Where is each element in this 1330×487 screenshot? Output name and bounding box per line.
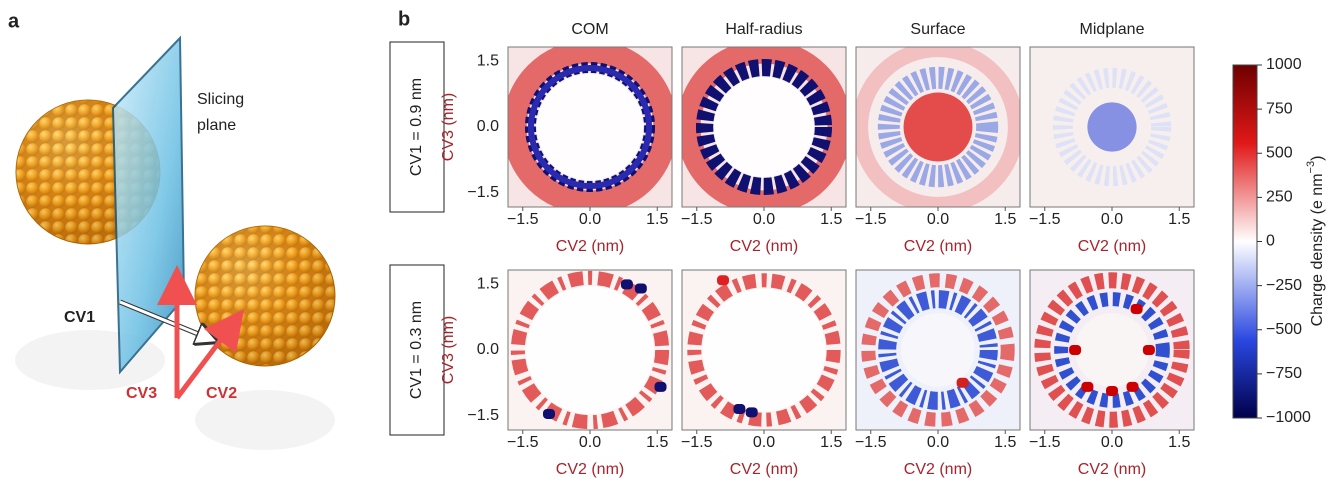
x-tick-label: 1.5 bbox=[994, 434, 1016, 451]
heatmap-spot bbox=[746, 407, 758, 417]
x-axis-label: CV2 (nm) bbox=[1078, 238, 1146, 255]
y-tick-label: 1.5 bbox=[477, 53, 499, 70]
x-axis-label: CV2 (nm) bbox=[1078, 461, 1146, 478]
x-tick-label: 0.0 bbox=[927, 211, 949, 228]
column-title: Surface bbox=[910, 21, 965, 38]
cv3-label: CV3 bbox=[126, 385, 157, 402]
colorbar-tick-label: −500 bbox=[1266, 321, 1302, 338]
x-tick-label: 1.5 bbox=[1168, 211, 1190, 228]
x-tick-label: 1.5 bbox=[820, 434, 842, 451]
y-tick-label: −1.5 bbox=[467, 407, 499, 424]
heatmap bbox=[856, 47, 1020, 207]
heatmap-spot bbox=[1106, 386, 1118, 396]
x-tick-label: 0.0 bbox=[753, 211, 775, 228]
colorbar-tick-label: 250 bbox=[1266, 189, 1293, 206]
x-tick-label: −1.5 bbox=[855, 211, 887, 228]
heatmap-spot bbox=[635, 284, 647, 294]
x-tick-label: 0.0 bbox=[753, 434, 775, 451]
colorbar-tick-label: −250 bbox=[1266, 277, 1302, 294]
plane-label: Slicing bbox=[197, 91, 244, 108]
x-tick-label: −1.5 bbox=[855, 434, 887, 451]
x-tick-label: 0.0 bbox=[579, 434, 601, 451]
heatmap-spot bbox=[543, 409, 555, 419]
x-axis-label: CV2 (nm) bbox=[730, 238, 798, 255]
x-axis-label: CV2 (nm) bbox=[904, 461, 972, 478]
x-tick-label: −1.5 bbox=[681, 434, 713, 451]
x-axis-label: CV2 (nm) bbox=[904, 238, 972, 255]
heatmap-spot bbox=[1081, 382, 1093, 392]
heatmap-core bbox=[526, 286, 654, 414]
heatmap bbox=[508, 270, 672, 430]
y-axis-label: CV3 (nm) bbox=[440, 316, 457, 384]
x-axis-label: CV2 (nm) bbox=[556, 461, 624, 478]
heatmap-spot bbox=[1143, 345, 1155, 355]
cv2-label: CV2 bbox=[206, 385, 237, 402]
x-tick-label: 1.5 bbox=[994, 211, 1016, 228]
heatmap-spot bbox=[1127, 382, 1139, 392]
heatmap bbox=[856, 270, 1020, 430]
heatmap-spot bbox=[717, 275, 729, 285]
colorbar-label: Charge density (e nm−3) bbox=[1305, 156, 1326, 327]
x-tick-label: −1.5 bbox=[1029, 434, 1061, 451]
heatmap bbox=[682, 47, 846, 207]
heatmap bbox=[1030, 270, 1194, 430]
colorbar-tick-label: 750 bbox=[1266, 100, 1293, 117]
heatmap bbox=[508, 47, 672, 207]
x-tick-label: 0.0 bbox=[927, 434, 949, 451]
colorbar bbox=[1233, 65, 1257, 418]
colorbar-tick-label: 500 bbox=[1266, 144, 1293, 161]
x-tick-label: −1.5 bbox=[507, 434, 539, 451]
heatmap-core bbox=[713, 76, 815, 178]
x-axis-label: CV2 (nm) bbox=[730, 461, 798, 478]
row-label: CV1 = 0.9 nm bbox=[408, 78, 425, 176]
y-tick-label: 0.0 bbox=[477, 118, 499, 135]
heatmap-spot bbox=[1069, 345, 1081, 355]
y-tick-label: 0.0 bbox=[477, 341, 499, 358]
y-axis-label: CV3 (nm) bbox=[440, 93, 457, 161]
column-title: Midplane bbox=[1080, 21, 1145, 38]
heatmap-core bbox=[1087, 102, 1136, 151]
heatmap-core bbox=[904, 93, 973, 162]
heatmap-core bbox=[536, 73, 644, 181]
panel-label: a bbox=[8, 10, 20, 32]
x-tick-label: −1.5 bbox=[681, 211, 713, 228]
heatmap bbox=[1030, 47, 1194, 207]
x-tick-label: 1.5 bbox=[1168, 434, 1190, 451]
figure: a Slicing plane CV1 CV3 CV2 b Charge den… bbox=[0, 0, 1330, 487]
heatmap-spot bbox=[655, 382, 667, 392]
x-axis-label: CV2 (nm) bbox=[556, 238, 624, 255]
x-tick-label: 0.0 bbox=[579, 211, 601, 228]
colorbar-tick-label: 0 bbox=[1266, 233, 1275, 250]
x-tick-label: 1.5 bbox=[646, 211, 668, 228]
cv1-label: CV1 bbox=[64, 309, 95, 326]
y-tick-label: 1.5 bbox=[477, 276, 499, 293]
panel-label: b bbox=[398, 8, 410, 30]
colorbar-tick-label: −750 bbox=[1266, 365, 1302, 382]
heatmap-spot bbox=[733, 404, 745, 414]
heatmap bbox=[682, 270, 846, 430]
colorbar-tick-label: 1000 bbox=[1266, 56, 1302, 73]
heatmap-spot bbox=[1131, 304, 1143, 314]
plane-label: plane bbox=[197, 117, 236, 134]
column-title: Half-radius bbox=[725, 21, 802, 38]
column-title: COM bbox=[571, 21, 608, 38]
heatmap-spot bbox=[621, 279, 633, 289]
heatmap-core bbox=[1075, 313, 1149, 387]
row-label: CV1 = 0.3 nm bbox=[408, 301, 425, 399]
x-tick-label: −1.5 bbox=[507, 211, 539, 228]
heatmap-core bbox=[901, 313, 975, 387]
y-tick-label: −1.5 bbox=[467, 184, 499, 201]
x-tick-label: 0.0 bbox=[1101, 434, 1123, 451]
heatmap-core bbox=[703, 289, 826, 412]
colorbar-tick-label: −1000 bbox=[1266, 409, 1311, 426]
x-tick-label: −1.5 bbox=[1029, 211, 1061, 228]
x-tick-label: 1.5 bbox=[820, 211, 842, 228]
x-tick-label: 1.5 bbox=[646, 434, 668, 451]
heatmap-spot bbox=[957, 378, 969, 388]
x-tick-label: 0.0 bbox=[1101, 211, 1123, 228]
